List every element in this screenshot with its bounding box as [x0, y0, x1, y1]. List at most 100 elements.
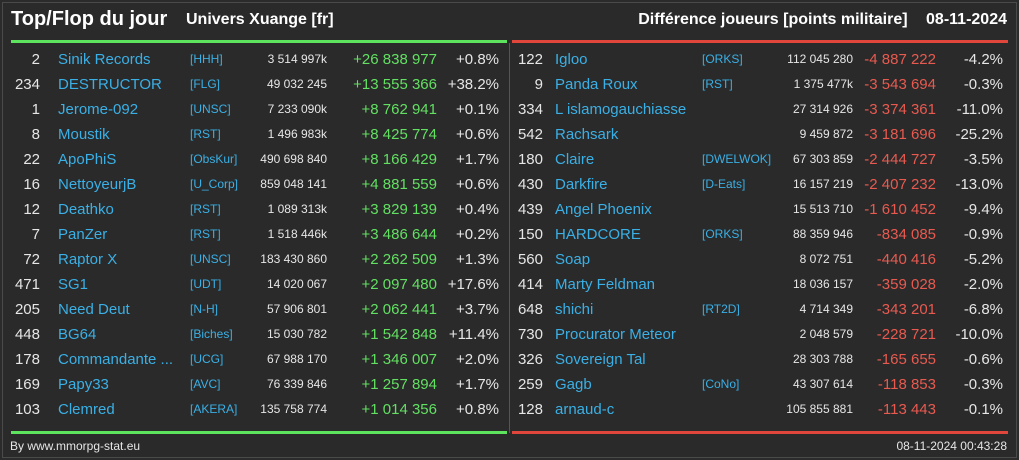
alliance-tag-link[interactable]: [ObsKur] — [190, 152, 238, 166]
player-points: 4 714 349 — [799, 302, 853, 316]
alliance-tag-link[interactable]: [AVC] — [190, 377, 221, 391]
flop-player-row: 430 Darkfire [D-Eats] 16 157 219 -2 407 232 -… — [509, 172, 1017, 197]
player-points: 67 988 170 — [266, 352, 327, 366]
player-name-link[interactable]: Claire — [555, 151, 595, 168]
percent-change: -3.5% — [963, 151, 1003, 168]
top-player-row: 471 SG1 [UDT] 14 020 067 +2 097 480 +17.6% — [0, 272, 508, 297]
alliance-tag-link[interactable]: [RT2D] — [702, 302, 740, 316]
percent-change: -5.2% — [963, 251, 1003, 268]
player-name-link[interactable]: ApoPhiS — [58, 151, 117, 168]
player-name-link[interactable]: Sovereign Tal — [555, 351, 646, 368]
player-points: 15 513 710 — [792, 202, 853, 216]
alliance-tag-link[interactable]: [ORKS] — [702, 227, 743, 241]
points-difference: +13 555 366 — [353, 76, 437, 93]
player-name-link[interactable]: Marty Feldman — [555, 276, 656, 293]
player-name-link[interactable]: Moustik — [58, 126, 110, 143]
top-player-row: 22 ApoPhiS [ObsKur] 490 698 840 +8 166 429 +1… — [0, 147, 508, 172]
percent-change: -0.3% — [963, 76, 1003, 93]
player-name-link[interactable]: Gagb — [555, 376, 592, 393]
player-name-link[interactable]: Need Deut — [58, 301, 130, 318]
player-name-link[interactable]: NettoyeurjB — [58, 176, 137, 193]
alliance-tag-link[interactable]: [FLG] — [190, 77, 221, 91]
alliance-tag-link[interactable]: [N-H] — [190, 302, 218, 316]
player-points: 27 314 926 — [792, 102, 853, 116]
alliance-tag-link[interactable]: [UNSC] — [190, 102, 231, 116]
player-rank: 1 — [31, 101, 40, 118]
alliance-tag-link[interactable]: [U_Corp] — [190, 177, 239, 191]
player-name-link[interactable]: DESTRUCTOR — [58, 76, 162, 93]
alliance-tag-link[interactable]: [DWELWOK] — [702, 152, 772, 166]
player-name-link[interactable]: Angel Phoenix — [555, 201, 652, 218]
points-difference: -2 407 232 — [864, 176, 936, 193]
universe-label: Univers Xuange [fr] — [186, 11, 334, 28]
player-name-link[interactable]: Clemred — [58, 401, 115, 418]
player-name-link[interactable]: Procurator Meteor — [555, 326, 676, 343]
player-rank: 180 — [517, 151, 543, 168]
percent-change: +0.8% — [456, 51, 499, 68]
player-name-link[interactable]: PanZer — [58, 226, 108, 243]
player-points: 112 045 280 — [787, 52, 853, 66]
alliance-tag-link[interactable]: [AKERA] — [190, 402, 238, 416]
alliance-tag-link[interactable]: [ORKS] — [702, 52, 743, 66]
alliance-tag-link[interactable]: [Biches] — [190, 327, 233, 341]
player-points: 859 048 141 — [260, 177, 327, 191]
percent-change: +17.6% — [447, 276, 499, 293]
flop-player-row: 150 HARDCORE [ORKS] 88 359 946 -834 085 -0.9% — [509, 222, 1017, 247]
alliance-tag-link[interactable]: [RST] — [190, 202, 221, 216]
player-name-link[interactable]: HARDCORE — [555, 226, 641, 243]
player-rank: 414 — [517, 276, 543, 293]
player-points: 15 030 782 — [266, 327, 327, 341]
alliance-tag-link[interactable]: [UDT] — [190, 277, 222, 291]
player-name-link[interactable]: Igloo — [555, 51, 588, 68]
flop-player-row: 648 shichi [RT2D] 4 714 349 -343 201 -6.8% — [509, 297, 1017, 322]
alliance-tag-link[interactable]: [UNSC] — [190, 252, 231, 266]
player-name-link[interactable]: BG64 — [58, 326, 97, 343]
player-rank: 448 — [14, 326, 40, 343]
points-difference: -3 181 696 — [864, 126, 936, 143]
player-points: 1 375 477k — [793, 77, 853, 91]
percent-change: +0.1% — [456, 101, 499, 118]
player-name-link[interactable]: L islamogauchiasse — [555, 101, 687, 118]
player-name-link[interactable]: Papy33 — [58, 376, 109, 393]
top-player-row: 205 Need Deut [N-H] 57 906 801 +2 062 441 +3.… — [0, 297, 508, 322]
player-rank: 8 — [31, 126, 40, 143]
player-name-link[interactable]: Commandante ... — [58, 351, 174, 368]
player-rank: 103 — [14, 401, 40, 418]
top-player-row: 8 Moustik [RST] 1 496 983k +8 425 774 +0.6% — [0, 122, 508, 147]
player-name-link[interactable]: Jerome-092 — [58, 101, 139, 118]
points-difference: -440 416 — [876, 251, 936, 268]
points-difference: +8 166 429 — [361, 151, 438, 168]
player-rank: 471 — [14, 276, 40, 293]
player-name-link[interactable]: shichi — [555, 301, 594, 318]
player-points: 49 032 245 — [266, 77, 327, 91]
alliance-tag-link[interactable]: [UCG] — [190, 352, 224, 366]
top-player-row: 1 Jerome-092 [UNSC] 7 233 090k +8 762 941 +0.… — [0, 97, 508, 122]
player-rank: 122 — [517, 51, 543, 68]
alliance-tag-link[interactable]: [RST] — [190, 127, 221, 141]
player-name-link[interactable]: Raptor X — [58, 251, 118, 268]
alliance-tag-link[interactable]: [RST] — [702, 77, 733, 91]
player-name-link[interactable]: Deathko — [58, 201, 114, 218]
player-name-link[interactable]: arnaud-c — [555, 401, 615, 418]
percent-change: +11.4% — [448, 326, 499, 343]
percent-change: +1.7% — [456, 151, 499, 168]
points-difference: +26 838 977 — [353, 51, 437, 68]
percent-change: -0.1% — [963, 401, 1003, 418]
player-name-link[interactable]: SG1 — [58, 276, 89, 293]
points-difference: +8 762 941 — [361, 101, 438, 118]
alliance-tag-link[interactable]: [RST] — [190, 227, 221, 241]
points-difference: -3 374 361 — [864, 101, 936, 118]
flop-player-row: 128 arnaud-c 105 855 881 -113 443 -0.1% — [509, 397, 1017, 422]
player-name-link[interactable]: Rachsark — [555, 126, 619, 143]
player-name-link[interactable]: Soap — [555, 251, 591, 268]
player-name-link[interactable]: Darkfire — [555, 176, 608, 193]
player-points: 490 698 840 — [260, 152, 327, 166]
alliance-tag-link[interactable]: [D-Eats] — [702, 177, 746, 191]
player-name-link[interactable]: Panda Roux — [555, 76, 638, 93]
page-title: Top/Flop du jour — [11, 8, 168, 30]
alliance-tag-link[interactable]: [HHH] — [190, 52, 223, 66]
player-name-link[interactable]: Sinik Records — [58, 51, 151, 68]
alliance-tag-link[interactable]: [CoNo] — [702, 377, 740, 391]
player-rank: 22 — [23, 151, 40, 168]
points-difference: +3 829 139 — [361, 201, 438, 218]
